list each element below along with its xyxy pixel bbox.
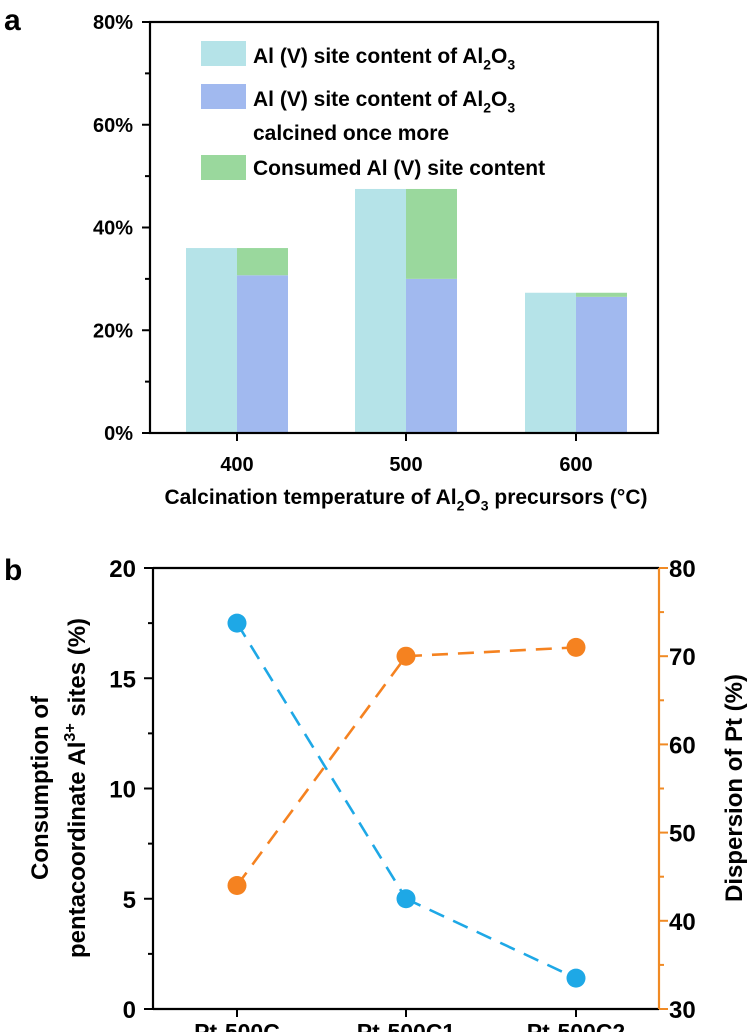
bar-recalcined bbox=[576, 296, 627, 433]
legend-label-part: 3 bbox=[507, 56, 515, 72]
bar-recalcined bbox=[406, 278, 457, 433]
legend-label: Al (V) site content of Al2O3 bbox=[253, 88, 515, 115]
legend-swatch bbox=[201, 41, 246, 66]
legend-label-part: O bbox=[491, 45, 507, 68]
bar-original bbox=[186, 248, 237, 433]
x-axis-label-part: O bbox=[464, 486, 480, 509]
data-point bbox=[566, 637, 586, 657]
bar-consumed bbox=[237, 248, 288, 276]
x-axis-label-part: 2 bbox=[457, 497, 465, 513]
left-axis-label-line2: pentacoordinate Al3+ sites (%) bbox=[62, 618, 91, 958]
series-line-segment bbox=[405, 646, 577, 658]
legend-label-part: calcined once more bbox=[253, 122, 449, 145]
legend-label-part: 2 bbox=[483, 56, 491, 72]
left-y-tick-label: 15 bbox=[109, 666, 136, 693]
right-y-tick-label: 80 bbox=[669, 556, 696, 583]
right-y-tick-label: 50 bbox=[669, 821, 696, 848]
series-line-segment bbox=[235, 655, 408, 887]
y-tick-label: 0% bbox=[104, 423, 133, 445]
right-y-tick-label: 70 bbox=[669, 644, 696, 671]
legend-label: Al (V) site content of Al2O3 bbox=[253, 45, 515, 72]
bar-consumed bbox=[406, 188, 457, 279]
right-axis-label: Dispersion of Pt (%) bbox=[721, 674, 748, 902]
y-tick-label: 20% bbox=[93, 320, 133, 342]
legend-label-part: O bbox=[491, 88, 507, 111]
data-point bbox=[227, 613, 247, 633]
legend-label: calcined once more bbox=[253, 122, 449, 145]
chart-panel-b: b 0 5 10 15 20 30 40 50 60 70 80 Pt-500C Pt-500C1 Pt-5… bbox=[4, 554, 748, 1032]
x-tick-label: 600 bbox=[559, 454, 592, 476]
panel-label-a: a bbox=[4, 4, 21, 37]
x-tick-label: Pt-500C1 bbox=[357, 1019, 456, 1032]
legend-label: Consumed Al (V) site content bbox=[253, 157, 545, 180]
data-point bbox=[396, 889, 416, 909]
series-line-segment bbox=[235, 622, 408, 900]
left-y-tick-label: 0 bbox=[123, 997, 136, 1024]
right-y-tick-label: 30 bbox=[669, 997, 696, 1024]
left-axis-label-line2-part: 3+ bbox=[62, 723, 79, 741]
panel-label-b: b bbox=[4, 554, 22, 587]
legend-label-part: 2 bbox=[483, 99, 491, 115]
legend-label-part: Al (V) site content of Al bbox=[253, 88, 483, 111]
data-point bbox=[396, 646, 416, 666]
bar-consumed bbox=[576, 292, 627, 297]
x-axis-label: Calcination temperature of Al2O3 precurs… bbox=[165, 486, 648, 513]
data-point bbox=[566, 968, 586, 988]
x-axis-label-part: 3 bbox=[481, 497, 489, 513]
bar-original bbox=[355, 188, 406, 433]
right-y-tick-label: 60 bbox=[669, 732, 696, 759]
x-tick-label: 500 bbox=[389, 454, 422, 476]
bar-recalcined bbox=[237, 275, 288, 433]
y-tick-label: 80% bbox=[93, 12, 133, 34]
legend-label-part: 3 bbox=[507, 99, 515, 115]
left-y-tick-label: 20 bbox=[109, 556, 136, 583]
data-point bbox=[227, 876, 247, 896]
left-y-tick-label: 10 bbox=[109, 777, 136, 804]
legend-swatch bbox=[201, 84, 246, 109]
left-axis-label-line1: Consumption of bbox=[27, 695, 54, 880]
x-axis-label-part: Calcination temperature of Al bbox=[165, 486, 457, 509]
x-axis-label-part: precursors (°C) bbox=[489, 486, 648, 509]
chart-panel-a: a 0% 20% 40% 60% 80% 400 500 600 Calcination temp… bbox=[4, 4, 660, 513]
left-y-tick-label: 5 bbox=[123, 887, 136, 914]
y-tick-label: 40% bbox=[93, 218, 133, 240]
y-tick-label: 60% bbox=[93, 115, 133, 137]
left-axis-label-line2-part: pentacoordinate Al bbox=[64, 742, 91, 958]
legend-label-part: Consumed Al (V) site content bbox=[253, 157, 545, 180]
x-tick-label: Pt-500C2 bbox=[527, 1019, 625, 1032]
bar-original bbox=[525, 292, 576, 433]
legend-swatch bbox=[201, 155, 246, 180]
legend-label-part: Al (V) site content of Al bbox=[253, 45, 483, 68]
right-y-tick-label: 40 bbox=[669, 909, 696, 936]
series-line-segment bbox=[405, 897, 577, 980]
x-tick-label: Pt-500C bbox=[194, 1019, 280, 1032]
left-axis-label-line2-part: sites (%) bbox=[64, 618, 91, 723]
x-tick-label: 400 bbox=[220, 454, 253, 476]
